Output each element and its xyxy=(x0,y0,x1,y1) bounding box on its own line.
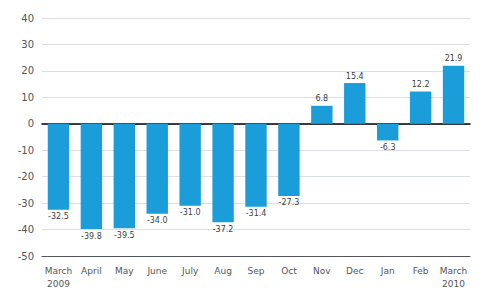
svg-text:Feb: Feb xyxy=(413,266,429,276)
svg-text:June: June xyxy=(146,266,167,276)
svg-text:10: 10 xyxy=(21,92,34,103)
svg-text:30: 30 xyxy=(21,39,34,50)
svg-text:-31.0: -31.0 xyxy=(180,208,201,217)
svg-text:March: March xyxy=(440,266,467,276)
svg-text:-40: -40 xyxy=(18,224,34,235)
svg-text:12.2: 12.2 xyxy=(412,80,430,89)
svg-text:-34.0: -34.0 xyxy=(147,216,168,225)
svg-text:-39.8: -39.8 xyxy=(81,232,102,241)
svg-text:-31.4: -31.4 xyxy=(246,209,267,218)
svg-text:Oct: Oct xyxy=(281,266,297,276)
svg-text:40: 40 xyxy=(21,13,34,24)
svg-text:0: 0 xyxy=(28,118,34,129)
svg-text:-6.3: -6.3 xyxy=(380,143,396,152)
svg-text:2009: 2009 xyxy=(47,279,70,289)
svg-text:15.4: 15.4 xyxy=(346,72,364,81)
svg-text:-30: -30 xyxy=(18,198,34,209)
svg-text:-39.5: -39.5 xyxy=(114,231,135,240)
svg-text:-27.3: -27.3 xyxy=(279,198,300,207)
svg-text:May: May xyxy=(115,266,134,276)
svg-text:-20: -20 xyxy=(18,171,34,182)
svg-text:-50: -50 xyxy=(18,251,34,262)
svg-text:-10: -10 xyxy=(18,145,34,156)
svg-text:-32.5: -32.5 xyxy=(48,212,69,221)
svg-text:Jan: Jan xyxy=(380,266,395,276)
svg-text:-37.2: -37.2 xyxy=(213,225,234,234)
svg-text:2010: 2010 xyxy=(442,279,465,289)
svg-text:Dec: Dec xyxy=(346,266,363,276)
svg-text:Nov: Nov xyxy=(313,266,331,276)
svg-text:July: July xyxy=(181,266,199,276)
svg-text:March: March xyxy=(45,266,72,276)
svg-text:20: 20 xyxy=(21,65,34,76)
svg-text:6.8: 6.8 xyxy=(315,94,328,103)
svg-text:Aug: Aug xyxy=(214,266,232,276)
svg-text:Sep: Sep xyxy=(248,266,265,276)
svg-text:April: April xyxy=(81,266,102,276)
svg-text:21.9: 21.9 xyxy=(445,54,463,63)
